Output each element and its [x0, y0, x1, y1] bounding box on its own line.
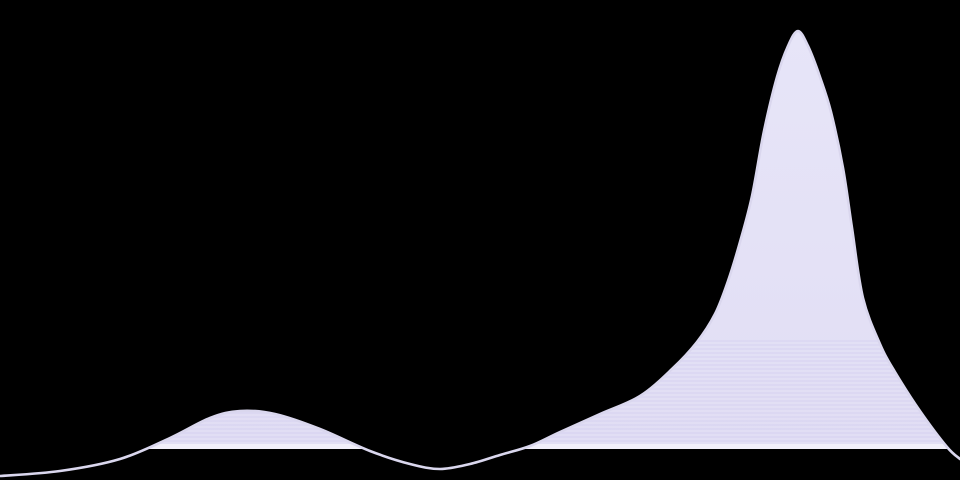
curve-line	[0, 29, 960, 478]
